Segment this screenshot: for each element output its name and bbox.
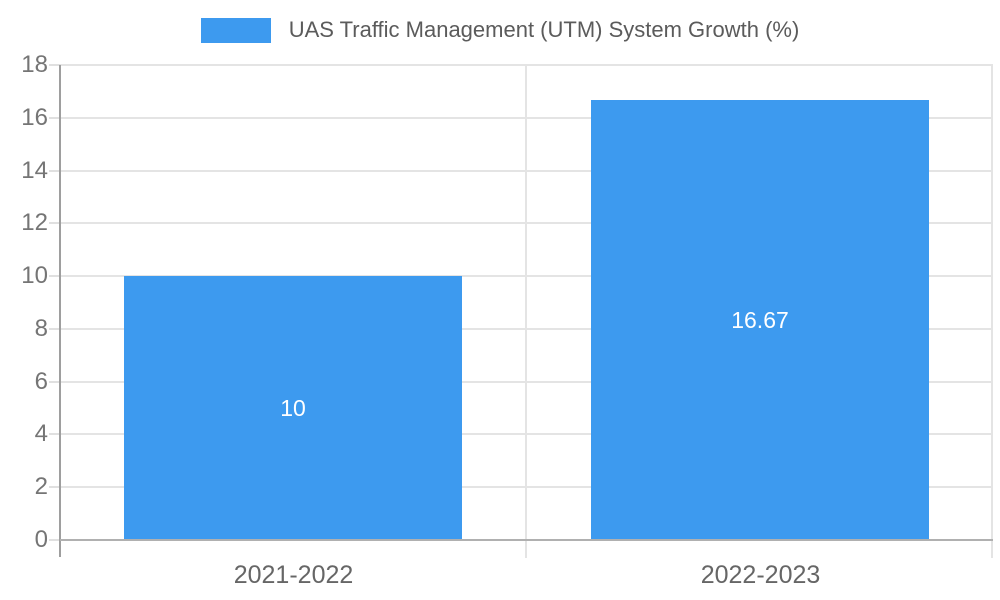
y-axis-tick — [49, 433, 60, 436]
y-axis-label: 4 — [34, 420, 48, 448]
y-axis-label: 8 — [34, 314, 48, 342]
y-axis-label: 2 — [34, 473, 48, 501]
y-axis-tick — [49, 327, 60, 330]
y-axis-tick — [49, 222, 60, 225]
y-axis-tick — [49, 64, 60, 66]
chart-legend[interactable]: UAS Traffic Management (UTM) System Grow… — [0, 14, 1000, 46]
y-axis-tick — [49, 380, 60, 383]
y-axis-label: 10 — [21, 262, 48, 290]
x-axis-label: 2022-2023 — [700, 561, 821, 589]
legend-swatch — [200, 17, 271, 43]
bar-value-label: 16.67 — [731, 306, 789, 333]
legend-series-label: UAS Traffic Management (UTM) System Grow… — [288, 17, 800, 42]
bar-value-label: 10 — [280, 394, 306, 421]
bar-2021-2022[interactable]: 10 — [124, 276, 462, 540]
y-axis-label: 0 — [34, 526, 48, 553]
y-axis-label: 14 — [21, 156, 48, 184]
plot-area: 10 16.67 — [60, 64, 993, 558]
y-axis-tick — [49, 486, 60, 489]
y-axis-tick — [49, 116, 60, 119]
gridline-vertical — [991, 65, 993, 558]
y-axis-label: 16 — [21, 103, 48, 131]
y-axis-line — [59, 65, 61, 557]
gridline-vertical — [525, 65, 527, 558]
y-axis-label: 18 — [21, 51, 48, 78]
bar-2022-2023[interactable]: 16.67 — [591, 100, 929, 540]
y-axis-tick — [49, 275, 60, 278]
y-axis-label: 12 — [21, 209, 48, 237]
y-axis-label: 6 — [34, 367, 48, 395]
x-axis-line — [60, 539, 993, 541]
y-axis-tick — [49, 539, 60, 541]
x-axis-label: 2021-2022 — [233, 561, 354, 589]
y-axis-tick — [49, 169, 60, 172]
